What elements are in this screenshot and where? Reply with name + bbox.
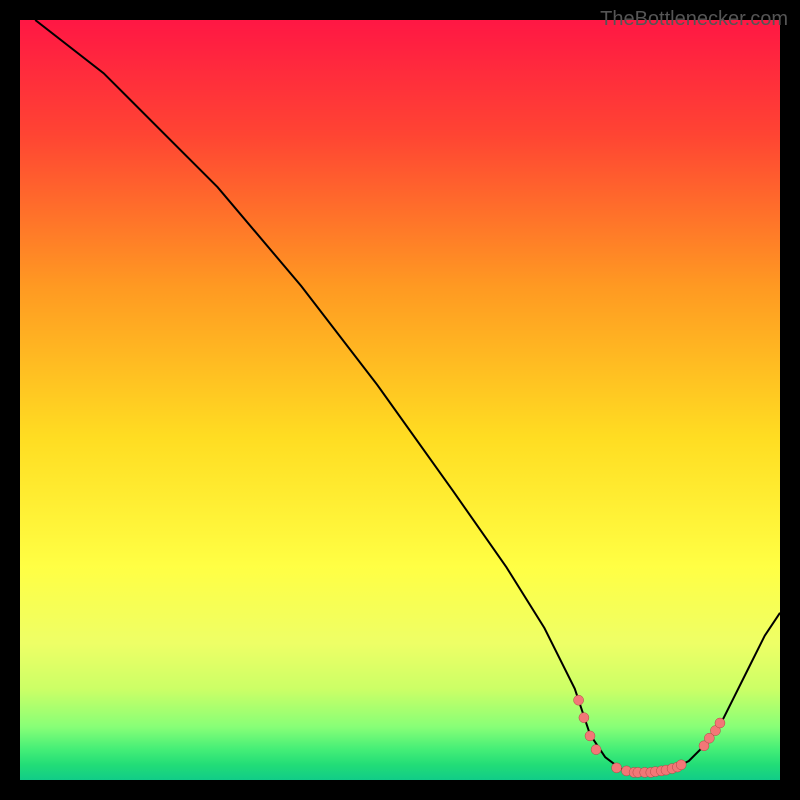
chart-marker: [676, 760, 686, 770]
chart-area: [20, 20, 780, 780]
watermark-text: TheBottlenecker.com: [600, 8, 788, 31]
chart-marker: [612, 763, 622, 773]
chart-marker: [579, 713, 589, 723]
chart-marker: [585, 731, 595, 741]
chart-marker: [715, 718, 725, 728]
chart-marker: [591, 745, 601, 755]
chart-svg: [20, 20, 780, 780]
chart-marker: [574, 695, 584, 705]
gradient-background: [20, 20, 780, 780]
